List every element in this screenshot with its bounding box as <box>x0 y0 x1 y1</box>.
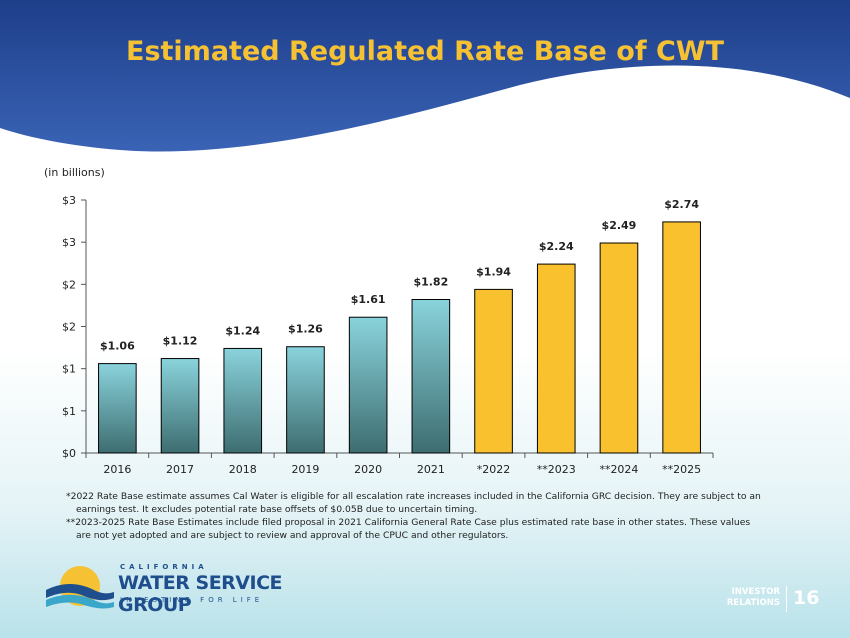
data-label: $1.24 <box>225 324 260 337</box>
footnote-2022: *2022 Rate Base estimate assumes Cal Wat… <box>66 490 796 516</box>
ir-line2: RELATIONS <box>726 598 780 608</box>
data-label: $1.26 <box>288 323 323 336</box>
y-tick-label: $1 <box>62 363 76 376</box>
y-tick-label: $2 <box>62 278 76 291</box>
page-number: 16 <box>793 587 820 609</box>
data-label: $1.82 <box>413 276 448 289</box>
y-tick-label: $0 <box>62 447 76 460</box>
bar-2020 <box>348 316 388 454</box>
footnote-2022-line1: *2022 Rate Base estimate assumes Cal Wat… <box>66 491 761 502</box>
y-tick-label: $1 <box>62 405 76 418</box>
x-tick-label: 2017 <box>166 463 194 476</box>
footer-divider <box>786 586 787 612</box>
y-tick-label: $3 <box>62 194 76 207</box>
footnote-2022-line2: earnings test. It excludes potential rat… <box>76 504 478 515</box>
chart-bars <box>98 221 701 454</box>
bar-2019 <box>286 346 325 454</box>
sun-wave-logo-icon <box>46 566 114 609</box>
bar-2018 <box>223 347 263 454</box>
x-tick-label: 2016 <box>103 463 131 476</box>
x-tick-label: **2023 <box>537 463 576 476</box>
investor-relations-label: INVESTOR RELATIONS <box>720 587 780 609</box>
bar-chart: $0 $1 $1 $2 $2 $3 $3 $1.06 2016 $1.12 2017 $1.24 201… <box>62 194 714 476</box>
data-label: $2.49 <box>602 219 637 232</box>
data-label: $1.06 <box>100 340 135 353</box>
x-tick-label: *2022 <box>477 463 511 476</box>
chart-labels: $0 $1 $1 $2 $2 $3 $3 $1.06 2016 $1.12 2017 $1.24 201… <box>62 194 701 476</box>
logo-main-text: WATER SERVICE GROUP <box>118 572 283 616</box>
footnote-2023-2025-line2: are not yet adopted and are subject to r… <box>76 530 509 541</box>
logo-top-text: CALIFORNIA <box>120 563 208 571</box>
data-label: $1.61 <box>351 293 386 306</box>
x-tick-label: 2021 <box>417 463 445 476</box>
bar-2025 <box>662 221 701 454</box>
logo-tagline: INVESTING FOR LIFE <box>120 596 264 604</box>
footnote-2023-2025: **2023-2025 Rate Base Estimates include … <box>66 516 796 542</box>
y-tick-label: $2 <box>62 321 76 334</box>
bar-2022 <box>474 288 513 454</box>
footnotes: *2022 Rate Base estimate assumes Cal Wat… <box>66 490 796 542</box>
bar-2017 <box>160 358 200 454</box>
page-title: Estimated Regulated Rate Base of CWT <box>126 36 724 67</box>
chart-unit-label: (in billions) <box>44 166 105 179</box>
data-label: $1.12 <box>163 335 198 348</box>
company-logo: CALIFORNIA WATER SERVICE GROUP INVESTING… <box>44 560 344 616</box>
x-tick-label: **2024 <box>599 463 638 476</box>
header-background <box>0 0 850 152</box>
x-tick-label: 2020 <box>354 463 382 476</box>
data-label: $2.74 <box>664 198 699 211</box>
data-label: $1.94 <box>476 265 511 278</box>
bar-2016 <box>98 363 137 454</box>
data-label: $2.24 <box>539 240 574 253</box>
investor-relations-footer: INVESTOR RELATIONS 16 <box>720 586 820 616</box>
x-tick-label: **2025 <box>662 463 701 476</box>
bar-2023 <box>536 263 576 454</box>
y-tick-label: $3 <box>62 236 76 249</box>
ir-line1: INVESTOR <box>731 587 780 597</box>
bar-2021 <box>411 299 451 454</box>
x-tick-label: 2018 <box>229 463 257 476</box>
bar-2024 <box>599 242 639 454</box>
footnote-2023-2025-line1: **2023-2025 Rate Base Estimates include … <box>66 517 751 528</box>
x-tick-label: 2019 <box>291 463 319 476</box>
